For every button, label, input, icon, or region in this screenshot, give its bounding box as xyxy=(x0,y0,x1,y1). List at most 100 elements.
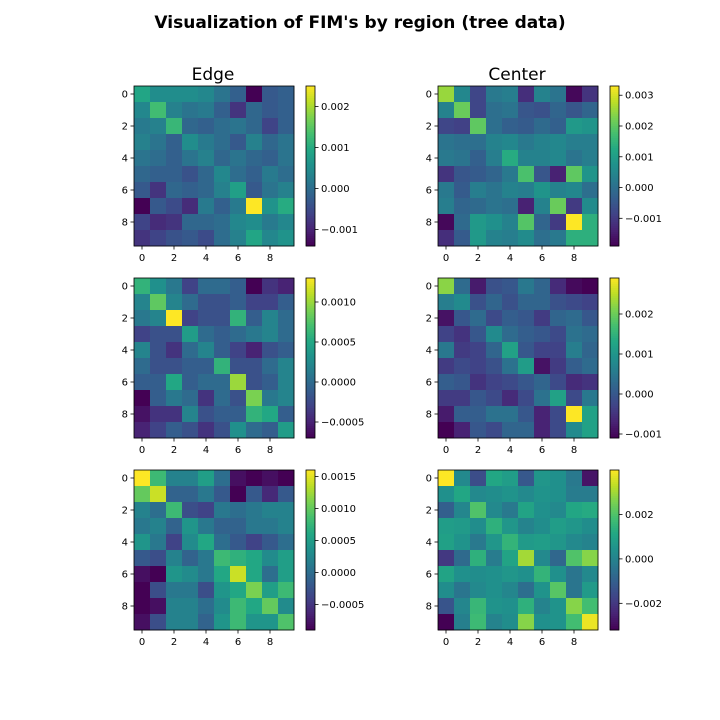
heatmap-cell xyxy=(214,150,231,167)
heatmap-cell xyxy=(166,102,183,119)
heatmap-cell xyxy=(582,294,599,311)
colorbar-segment xyxy=(610,342,619,345)
colorbar-segment xyxy=(306,242,315,245)
heatmap-cell xyxy=(214,422,231,439)
heatmap-cell xyxy=(246,390,263,407)
heatmap-cell xyxy=(230,390,247,407)
heatmap-cell xyxy=(438,582,455,599)
axes-frame xyxy=(133,469,295,631)
colorbar-segment xyxy=(306,524,315,527)
heatmap-cell xyxy=(198,582,215,599)
heatmap-cell xyxy=(166,486,183,503)
heatmap-cell xyxy=(262,134,279,151)
heatmap-cell xyxy=(438,502,455,519)
heatmap-cell xyxy=(582,422,599,439)
heatmap-cell xyxy=(214,470,231,487)
y-tick-label: 4 xyxy=(426,538,432,549)
heatmap-cell xyxy=(150,486,167,503)
heatmap-cell xyxy=(566,582,583,599)
heatmap-cell xyxy=(502,182,519,199)
heatmap-cell xyxy=(566,150,583,167)
heatmap-cell xyxy=(486,310,503,327)
colorbar-segment xyxy=(306,224,315,227)
heatmap-cell xyxy=(134,278,151,295)
heatmap-cell xyxy=(150,214,167,231)
heatmap-cell xyxy=(134,534,151,551)
colorbar-tick-label: 0.000 xyxy=(625,390,654,401)
colorbar-segment xyxy=(610,494,619,497)
heatmap-cell xyxy=(438,198,455,215)
heatmap-cell xyxy=(182,278,199,295)
heatmap-cell xyxy=(486,582,503,599)
heatmap-cell xyxy=(470,102,487,119)
colorbar-segment xyxy=(306,554,315,557)
colorbar-segment xyxy=(610,470,619,473)
colorbar-segment xyxy=(610,208,619,211)
colorbar-segment xyxy=(610,566,619,569)
colorbar-segment xyxy=(610,354,619,357)
colorbar-segment xyxy=(610,106,619,109)
colorbar-segment xyxy=(610,138,619,141)
heatmap-cell xyxy=(566,550,583,567)
colorbar-segment xyxy=(306,516,315,519)
heatmap-cell xyxy=(486,422,503,439)
colorbar-segment xyxy=(306,408,315,411)
colorbar-segment xyxy=(306,434,315,437)
colorbar-segment xyxy=(610,136,619,139)
colorbar-segment xyxy=(306,372,315,375)
colorbar-segment xyxy=(610,92,619,95)
heatmap-cell xyxy=(470,198,487,215)
heatmap-cell xyxy=(582,102,599,119)
heatmap-cell xyxy=(454,230,471,247)
heatmap-cell xyxy=(166,86,183,103)
colorbar-segment xyxy=(610,570,619,573)
y-tick-label: 6 xyxy=(122,186,128,197)
heatmap-cell xyxy=(262,198,279,215)
colorbar-segment xyxy=(610,112,619,115)
heatmap-cell xyxy=(550,214,567,231)
heatmap-cell xyxy=(470,566,487,583)
colorbar-segment xyxy=(610,344,619,347)
colorbar-segment xyxy=(610,144,619,147)
colorbar-segment xyxy=(610,480,619,483)
y-tick-label: 4 xyxy=(122,538,128,549)
colorbar-segment xyxy=(610,366,619,369)
heatmap-cell xyxy=(150,502,167,519)
colorbar-segment xyxy=(306,588,315,591)
heatmap-cell xyxy=(262,294,279,311)
colorbar-segment xyxy=(610,240,619,243)
colorbar-segment xyxy=(610,574,619,577)
colorbar-segment xyxy=(610,346,619,349)
colorbar-tick-label: 0.002 xyxy=(625,122,654,133)
heatmap-cell xyxy=(182,390,199,407)
colorbar-segment xyxy=(610,384,619,387)
colorbar-segment xyxy=(306,338,315,341)
colorbar-segment xyxy=(306,228,315,231)
x-tick-label: 2 xyxy=(171,637,177,648)
heatmap-cell xyxy=(278,326,295,343)
colorbar-segment xyxy=(306,92,315,95)
heatmap-cell xyxy=(182,358,199,375)
heatmap-cell xyxy=(262,310,279,327)
colorbar-segment xyxy=(610,558,619,561)
heatmap-cell xyxy=(518,582,535,599)
axes-frame xyxy=(437,85,599,247)
colorbar-segment xyxy=(306,294,315,297)
heatmap-cell xyxy=(166,134,183,151)
heatmap-cell xyxy=(278,342,295,359)
colorbar-segment xyxy=(610,360,619,363)
x-tick-label: 6 xyxy=(539,253,545,264)
heatmap-cell xyxy=(582,310,599,327)
heatmap-cell xyxy=(454,342,471,359)
heatmap-cell xyxy=(198,502,215,519)
heatmap-cell xyxy=(166,198,183,215)
colorbar-segment xyxy=(610,116,619,119)
colorbar-segment xyxy=(610,168,619,171)
heatmap-cell xyxy=(198,550,215,567)
colorbar-segment xyxy=(306,178,315,181)
colorbar-segment xyxy=(306,298,315,301)
colorbar-segment xyxy=(610,196,619,199)
heatmap-cell xyxy=(262,166,279,183)
colorbar-segment xyxy=(610,352,619,355)
colorbar-segment xyxy=(610,230,619,233)
